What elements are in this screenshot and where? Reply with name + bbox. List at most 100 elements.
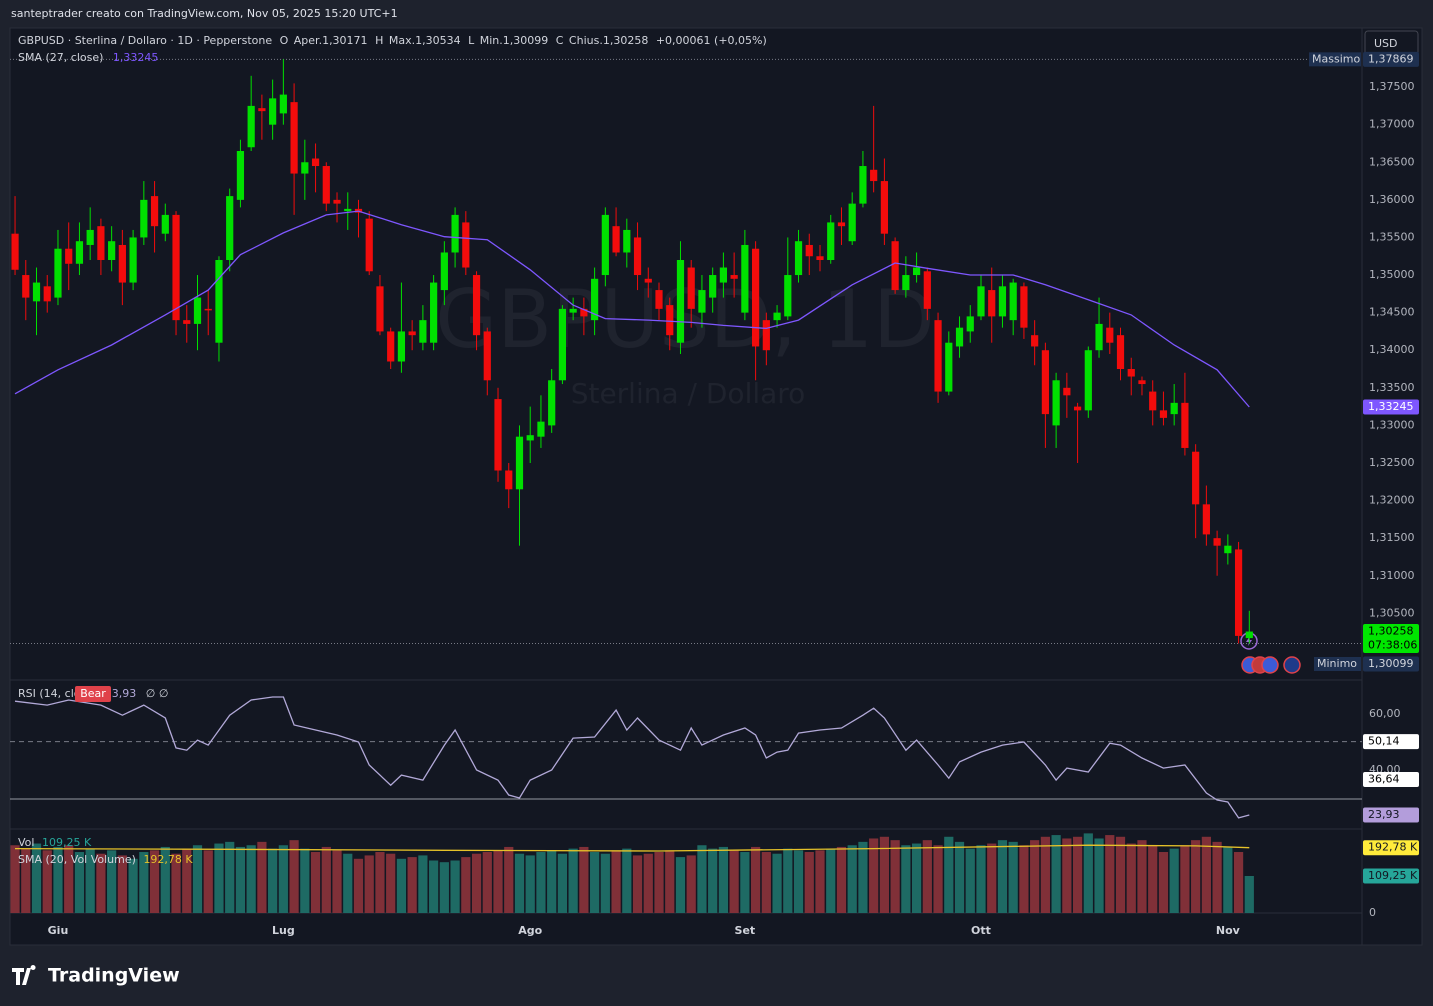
- candle-body: [150, 196, 159, 227]
- candle-body: [773, 312, 781, 321]
- candle-body: [301, 162, 309, 174]
- y-tick-label: 1,30500: [1369, 606, 1415, 619]
- x-tick-label: Set: [735, 924, 756, 937]
- volume-bar: [944, 836, 954, 913]
- volume-bar: [396, 858, 407, 913]
- candle-body: [290, 102, 298, 174]
- countdown: 07:38:06: [1368, 639, 1417, 652]
- volume-bar: [1115, 836, 1126, 913]
- volume-bar: [1019, 845, 1029, 913]
- legend-key: L: [468, 34, 475, 47]
- logo-icon: [12, 965, 36, 985]
- currency-label[interactable]: USD: [1374, 37, 1398, 50]
- signal-badge: [75, 686, 111, 702]
- candle-body: [977, 286, 985, 317]
- candle-body: [741, 244, 749, 313]
- legend-high: Max.1,30534: [389, 34, 461, 47]
- watermark-subtitle: Sterlina / Dollaro: [571, 377, 806, 410]
- candle-body: [75, 241, 84, 264]
- candle-body: [247, 105, 255, 148]
- legend-symbol: GBPUSD · Sterlina / Dollaro · 1D · Peppe…: [18, 34, 272, 47]
- candle-body: [859, 166, 867, 204]
- volume-bar: [96, 853, 106, 913]
- sma-badge: 1,33245: [1368, 400, 1414, 413]
- candle-body: [623, 229, 631, 253]
- volume-bar: [611, 850, 621, 913]
- volume-badge-bg: [1363, 840, 1419, 856]
- signal-label: Bear: [80, 687, 106, 700]
- candle-body: [1149, 391, 1157, 411]
- x-tick-label: Giu: [48, 924, 69, 937]
- volume-bar: [718, 846, 729, 913]
- volume-bar: [1083, 833, 1093, 913]
- candle-body: [269, 98, 277, 125]
- candle-body: [902, 275, 910, 291]
- candle-body: [569, 308, 577, 313]
- rsi-tick-label: 60,00: [1369, 707, 1401, 720]
- sma-line: [14, 210, 1250, 408]
- volume-bar: [203, 850, 213, 913]
- volume-bar: [579, 846, 589, 913]
- candle-body: [827, 222, 835, 261]
- volume-bar: [1105, 835, 1115, 913]
- candle-body: [945, 342, 953, 392]
- candle-body: [794, 241, 803, 276]
- volume-bar: [429, 860, 439, 913]
- volume-bar: [665, 850, 675, 913]
- volume-bar: [1062, 838, 1072, 913]
- min-badge-bg: [1363, 656, 1419, 672]
- candle-body: [633, 237, 642, 276]
- volume-bar: [343, 853, 353, 913]
- candle-body: [644, 278, 652, 283]
- candle-body: [204, 308, 212, 311]
- candle-body: [258, 108, 266, 112]
- volume-bar: [74, 852, 85, 913]
- volume-bar: [514, 853, 525, 913]
- volume-bar: [1233, 852, 1244, 913]
- volume-bar: [1212, 841, 1222, 913]
- rsi-value: 23,93: [105, 687, 137, 700]
- candle-body: [344, 208, 352, 212]
- volume-bar: [804, 852, 814, 913]
- candle-body: [193, 297, 202, 324]
- volume-bar: [826, 848, 836, 913]
- candle-body: [1213, 538, 1221, 546]
- y-tick-label: 1,31500: [1369, 531, 1415, 544]
- volume-bar: [1040, 836, 1050, 913]
- candle-body: [988, 290, 996, 317]
- candle-body: [666, 305, 674, 336]
- volume-bar: [407, 857, 417, 913]
- volume-bar: [1180, 845, 1190, 913]
- flag-icon[interactable]: [1283, 656, 1301, 674]
- y-tick-label: 1,33500: [1369, 381, 1415, 394]
- candle-body: [698, 290, 706, 313]
- candle-body: [816, 256, 824, 261]
- volume-badge: 192,78 K: [1368, 841, 1418, 854]
- volume-value: 109,25 K: [42, 836, 92, 849]
- candle-body: [472, 275, 481, 336]
- y-tick-label: 1,33000: [1369, 418, 1415, 431]
- candle-body: [1009, 282, 1017, 321]
- flag-icon[interactable]: [1261, 656, 1279, 674]
- volume-bar: [257, 841, 267, 913]
- sma-badge-bg: [1363, 399, 1419, 415]
- y-tick-label: 1,36500: [1369, 155, 1415, 168]
- rsi-badge: 23,93: [1368, 808, 1400, 821]
- rsi-badge-bg: [1363, 771, 1419, 787]
- volume-bar: [461, 857, 471, 913]
- candle-body: [1234, 549, 1243, 636]
- candle-body: [408, 331, 416, 336]
- legend-close: Chius.1,30258: [569, 34, 648, 47]
- candle-body: [1127, 369, 1135, 377]
- volume-bar: [332, 850, 342, 913]
- volume-bar: [1072, 836, 1083, 913]
- x-tick-label: Ott: [971, 924, 991, 937]
- volume-bar: [364, 855, 374, 913]
- max-badge-bg: [1363, 51, 1419, 67]
- candle-body: [365, 218, 373, 272]
- volume-bar: [192, 845, 203, 913]
- volume-bar: [493, 850, 503, 913]
- candle-body: [387, 331, 395, 362]
- candle-body: [140, 199, 148, 238]
